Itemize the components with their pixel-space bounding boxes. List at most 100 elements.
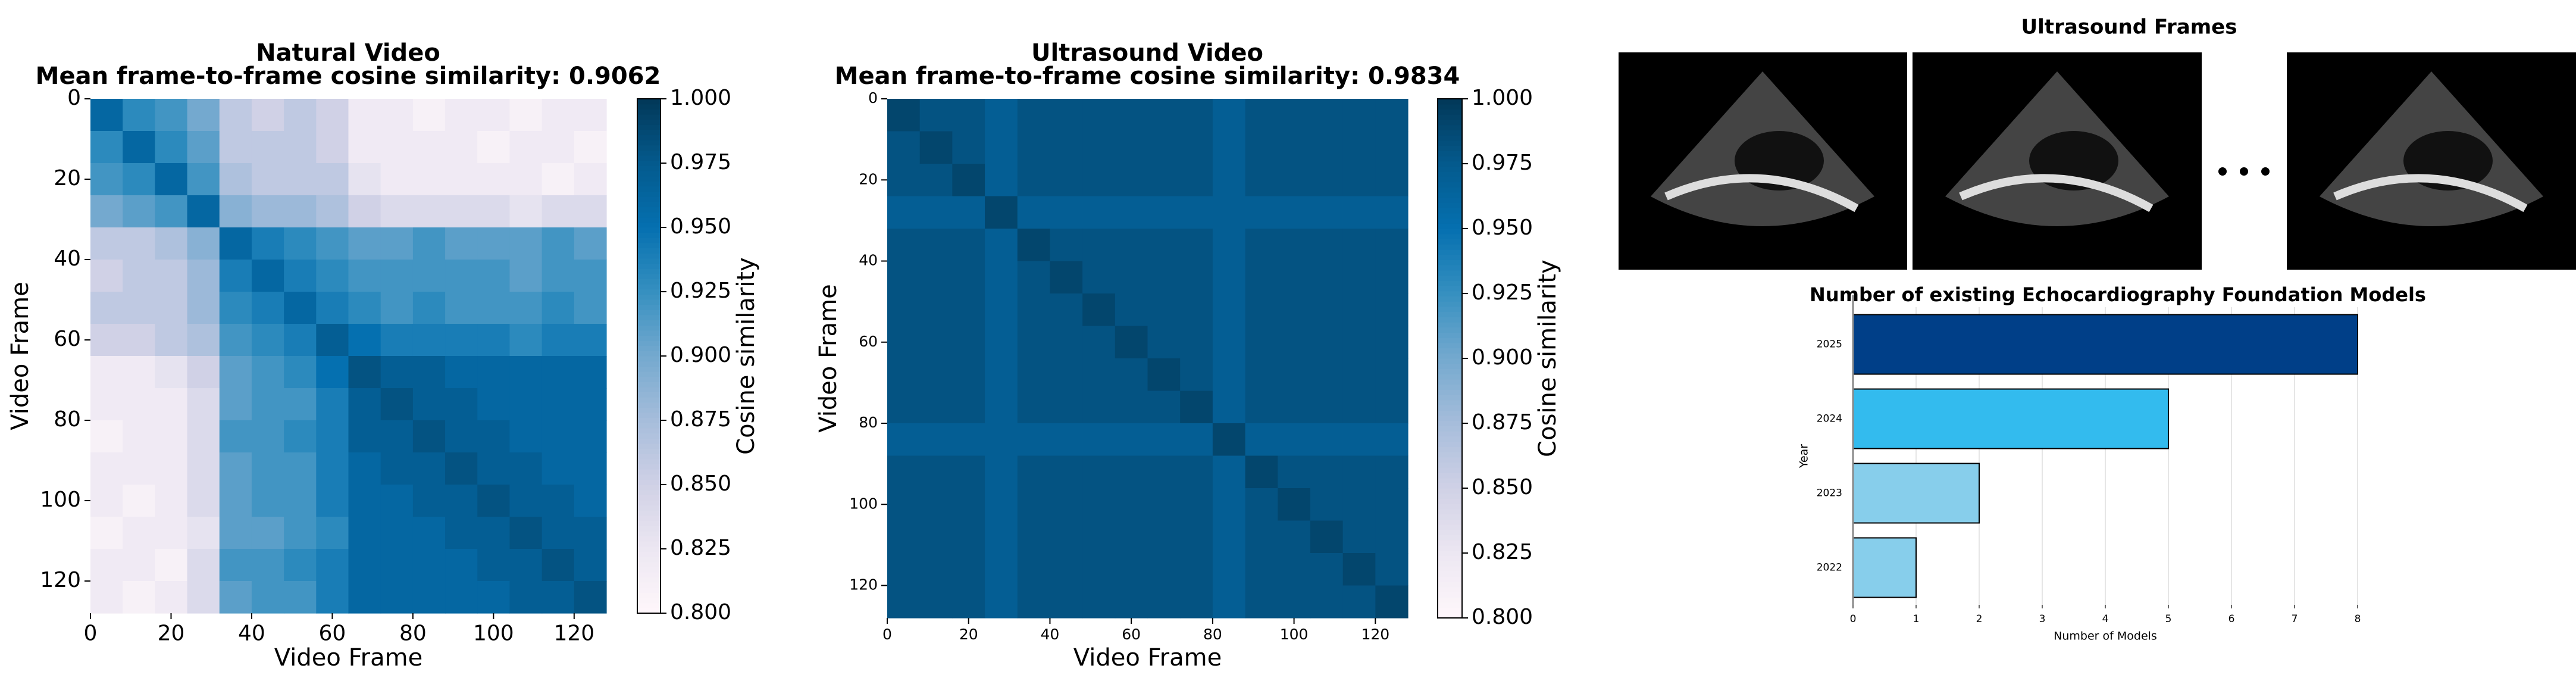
colorbar-step <box>1438 405 1462 411</box>
colorbar-step <box>1438 260 1462 266</box>
heatmap-cell <box>348 163 381 196</box>
colorbar-step <box>637 222 661 228</box>
heatmap-cell <box>412 324 446 357</box>
y-tick-label: 100 <box>40 488 81 512</box>
heatmap-cell <box>1082 196 1116 229</box>
colorbar-step <box>637 284 661 290</box>
colorbar-step <box>637 541 661 547</box>
heatmap-cell <box>509 99 543 132</box>
colorbar-step <box>637 176 661 182</box>
colorbar-step <box>1438 426 1462 432</box>
heatmap-cell <box>380 260 414 292</box>
heatmap-cell <box>187 195 220 228</box>
x-axis-label: Video Frame <box>274 644 422 671</box>
heatmap-cell <box>316 324 349 357</box>
colorbar-step <box>637 495 661 501</box>
colorbar-step <box>637 165 661 171</box>
heatmap-cell <box>1115 358 1148 392</box>
heatmap-cell <box>1050 423 1083 457</box>
heatmap-cell <box>251 517 284 549</box>
heatmap-cell <box>187 517 220 549</box>
heatmap-cell <box>1342 326 1376 359</box>
colorbar-step <box>1438 451 1462 458</box>
heatmap-cell <box>1278 488 1311 521</box>
colorbar-step <box>637 335 661 341</box>
heatmap-cell <box>1147 423 1181 457</box>
colorbar-step <box>637 289 661 295</box>
colorbar-step <box>1438 130 1462 136</box>
colorbar-step <box>637 304 661 310</box>
heatmap-cell <box>509 195 543 228</box>
x-tick-label: 40 <box>238 621 265 646</box>
heatmap-cell <box>445 324 478 357</box>
colorbar-step <box>637 170 661 177</box>
colorbar-step <box>637 314 661 321</box>
heatmap-cell <box>887 358 921 392</box>
heatmap-cell <box>155 420 188 453</box>
heatmap-cell <box>316 420 349 453</box>
colorbar-step <box>1438 488 1462 494</box>
heatmap-cell <box>509 452 543 485</box>
heatmap-cell <box>509 420 543 453</box>
heatmap-cell <box>1050 261 1083 294</box>
heatmap-cell <box>1212 131 1246 164</box>
heatmap-cell <box>1342 196 1376 229</box>
heatmap-cell <box>1082 131 1116 164</box>
colorbar-step <box>637 551 661 557</box>
heatmap-cell <box>445 388 478 421</box>
heatmap-cell <box>187 549 220 582</box>
heatmap-cell <box>155 99 188 132</box>
colorbar-step <box>637 582 661 588</box>
heatmap-cell <box>1278 520 1311 554</box>
y-tick-label: 20 <box>54 166 81 190</box>
heatmap-cell <box>445 292 478 324</box>
colorbar-step <box>1438 483 1462 489</box>
heatmap-cell <box>251 356 284 389</box>
x-tick-label: 2 <box>1976 613 1983 625</box>
heatmap-cell <box>1310 488 1344 521</box>
colorbar-step <box>637 571 661 578</box>
colorbar-step <box>637 556 661 563</box>
heatmap-cell <box>412 452 446 485</box>
colorbar-step <box>637 227 661 233</box>
x-tick-label: 80 <box>399 621 427 646</box>
colorbar-step <box>637 592 661 598</box>
heatmap-cell <box>1115 391 1148 424</box>
heatmap-cell <box>542 292 575 324</box>
heatmap-cell <box>1115 423 1148 457</box>
heatmap-cell <box>445 581 478 614</box>
heatmap-cell <box>123 131 155 164</box>
colorbar-step <box>1438 176 1462 183</box>
colorbar-step <box>637 201 661 208</box>
heatmap-cell <box>219 549 252 582</box>
heatmap-cell <box>1245 293 1278 327</box>
heatmap-cell <box>1180 164 1213 197</box>
colorbar-step <box>637 273 661 279</box>
colorbar-step <box>637 417 661 423</box>
heatmap-cell <box>1212 585 1246 619</box>
heatmap-cell <box>316 195 349 228</box>
heatmap-cell <box>1245 553 1278 586</box>
heatmap-cell <box>1115 455 1148 489</box>
heatmap-cell <box>1082 229 1116 262</box>
colorbar-step <box>1438 155 1462 162</box>
heatmap-cell <box>251 163 284 196</box>
colorbar-step <box>1438 265 1462 271</box>
heatmap-cell <box>477 485 511 517</box>
heatmap-cell <box>887 99 921 132</box>
heatmap-cell <box>219 163 252 196</box>
colorbar-step <box>637 356 661 362</box>
colorbar-step <box>637 191 661 197</box>
colorbar-step <box>1438 332 1462 338</box>
colorbar-label: Cosine similarity <box>1534 260 1561 457</box>
heatmap-cell <box>574 227 607 260</box>
heatmap-cell <box>1375 391 1408 424</box>
heatmap-cell <box>316 99 349 132</box>
colorbar-tick-label: 0.875 <box>670 407 731 432</box>
heatmap-cell <box>90 388 123 421</box>
heatmap-cell <box>542 356 575 389</box>
heatmap-cell <box>251 131 284 164</box>
heatmap-cell <box>1310 326 1344 359</box>
heatmap-cell <box>1375 520 1408 554</box>
heatmap-cell <box>1050 326 1083 359</box>
